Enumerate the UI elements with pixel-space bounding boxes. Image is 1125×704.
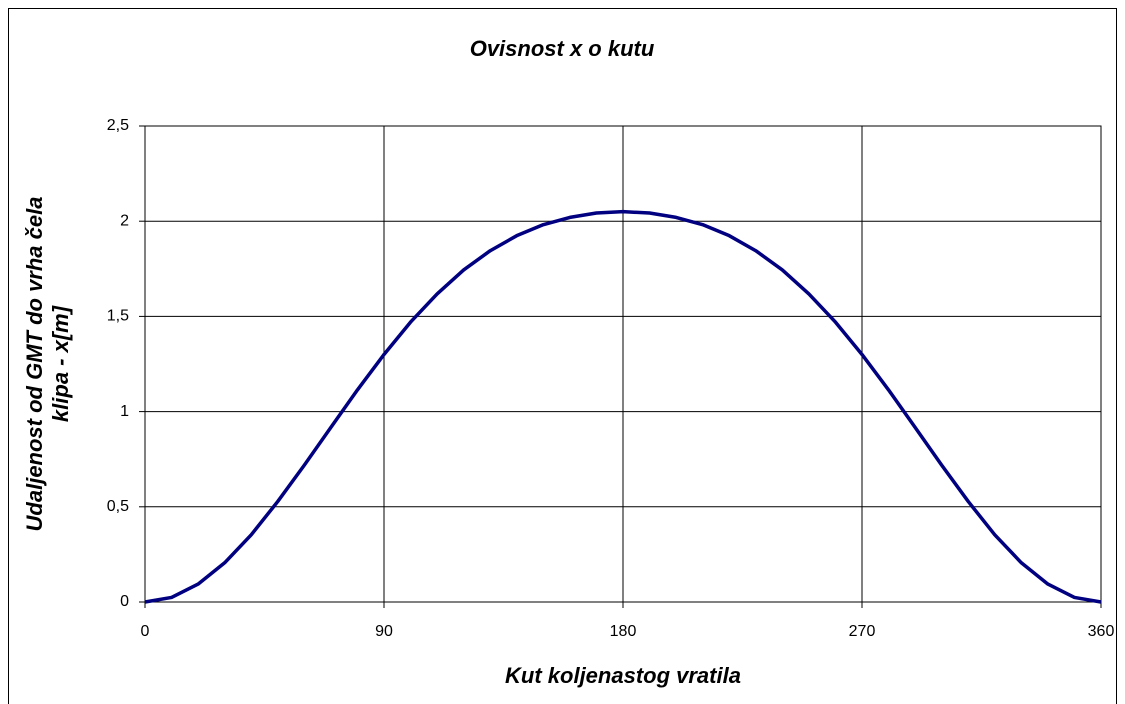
y-axis-title-line: klipa - x[m]: [48, 305, 73, 422]
x-tick-label: 270: [849, 623, 876, 640]
x-axis-title: Kut koljenastog vratila: [505, 663, 741, 688]
x-tick-label: 180: [610, 623, 637, 640]
plot-border: [144, 125, 1102, 603]
y-tick-label: 1: [120, 403, 129, 420]
y-axis-title-line: Udaljenost od GMT do vrha čela: [22, 197, 47, 532]
y-tick-label: 1,5: [107, 308, 129, 325]
y-tick-label: 0,5: [107, 498, 129, 515]
data-line: [144, 209, 1102, 604]
y-tick-label: 2,5: [107, 117, 129, 134]
chart-title: Ovisnost x o kutu: [470, 36, 655, 61]
x-tick-label: 0: [141, 623, 150, 640]
y-tick-label: 2: [120, 212, 129, 229]
x-tick-label: 360: [1088, 623, 1115, 640]
y-tick-label: 0: [120, 593, 129, 610]
y-axis-title: Udaljenost od GMT do vrha čela klipa - x…: [22, 197, 73, 532]
chart-border: [8, 8, 1117, 704]
x-tick-label: 90: [375, 623, 393, 640]
